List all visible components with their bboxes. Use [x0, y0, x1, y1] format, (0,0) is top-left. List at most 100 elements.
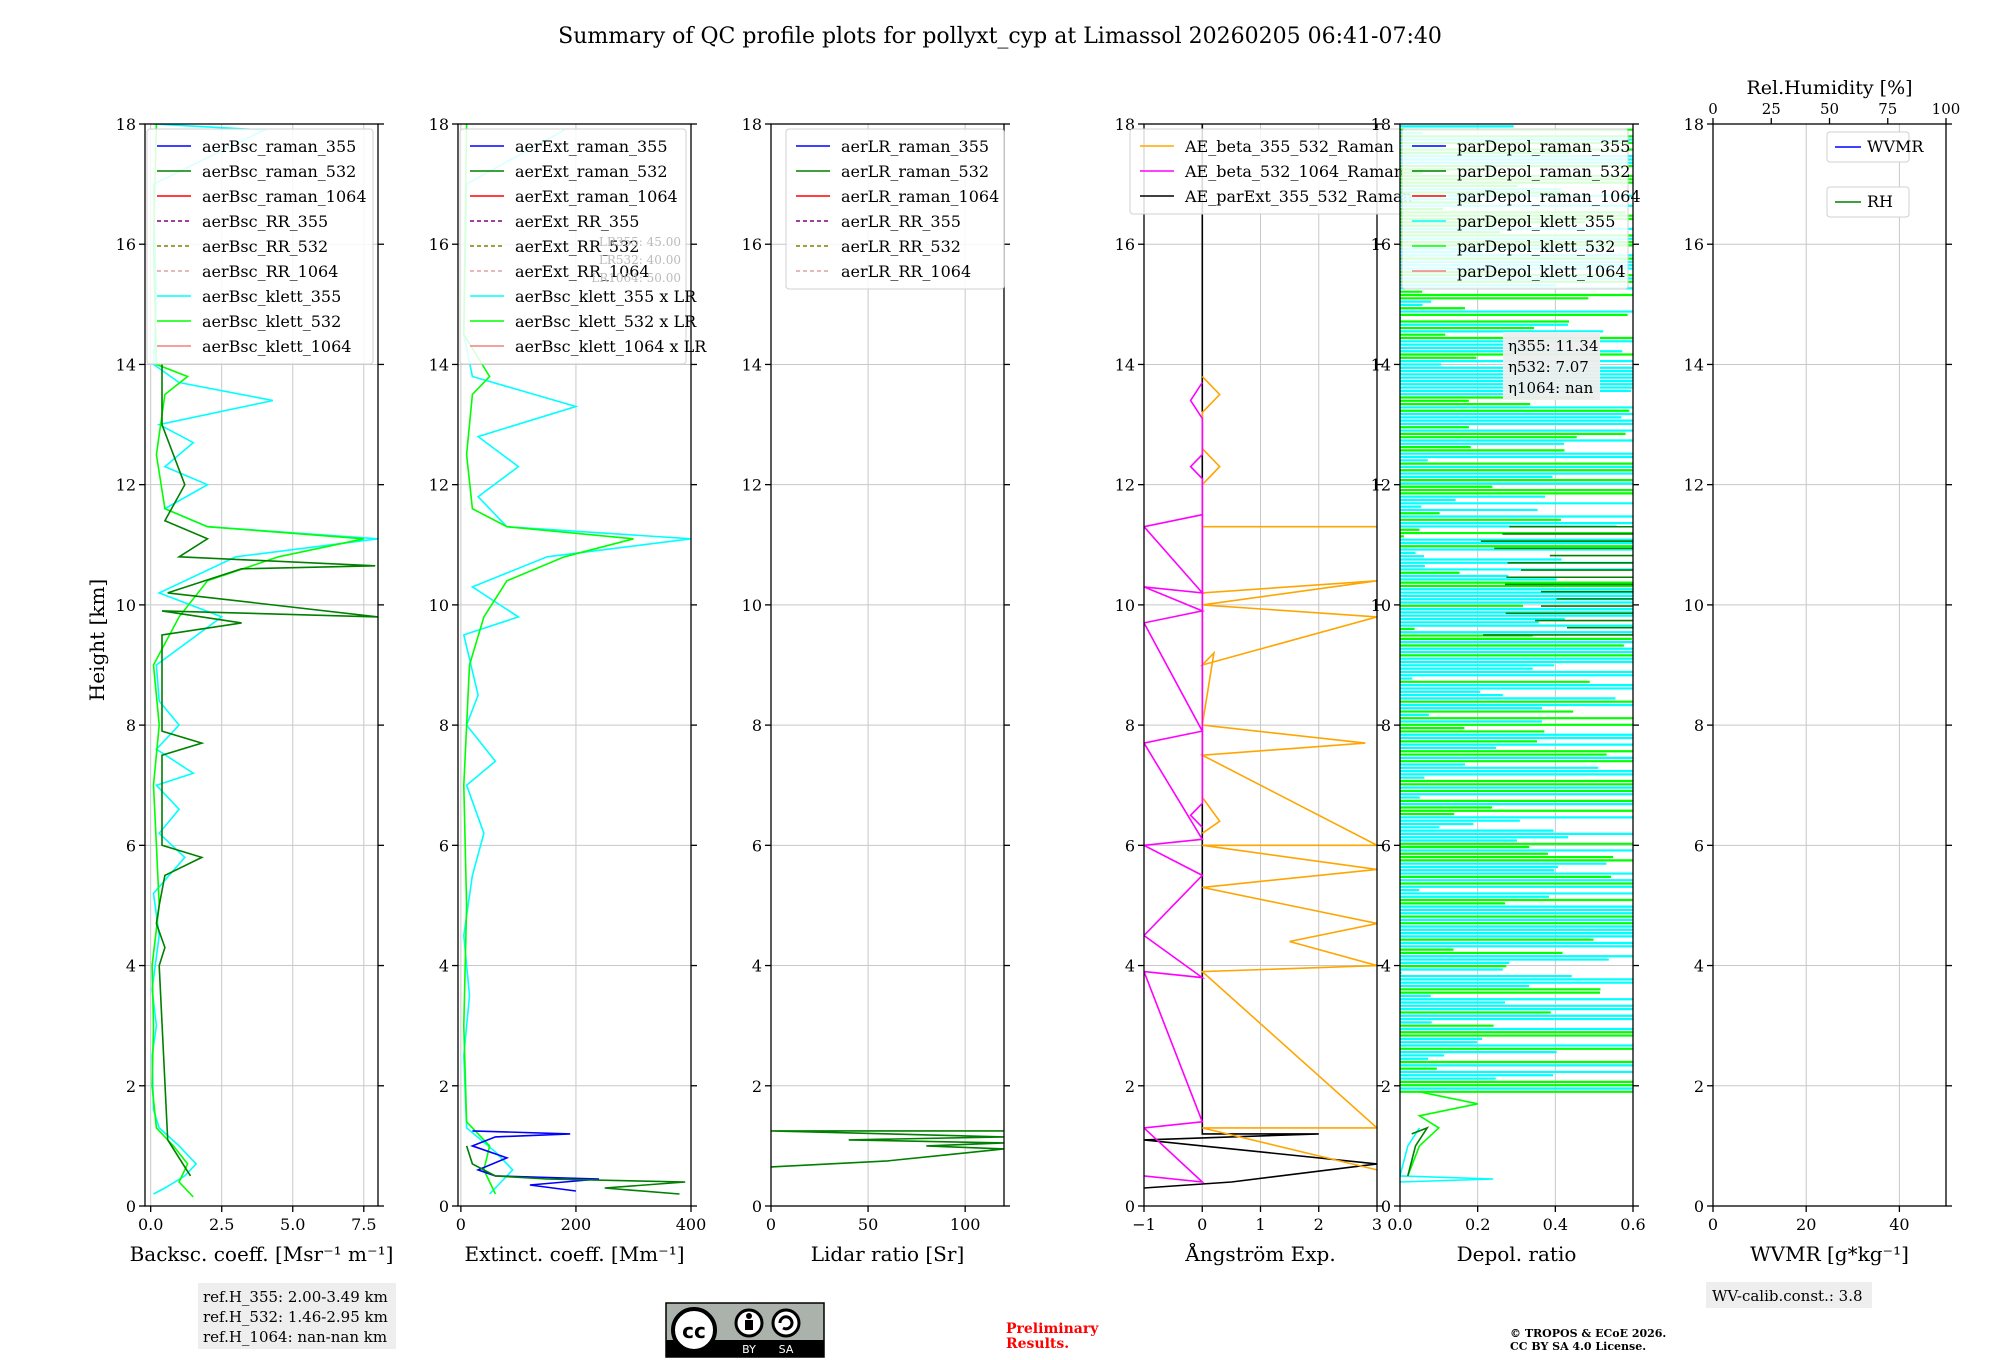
panel-data [1144, 124, 1377, 1189]
lr-note: LR1064: 50.00 [591, 271, 681, 285]
panel-data [462, 124, 691, 1195]
legend-entry: aerExt_RR_355 [515, 212, 639, 231]
y-tick-label: 2 [439, 1077, 449, 1096]
y-tick-label: 12 [1115, 476, 1135, 495]
panel-5: 0 2 4 6 8 10 12 14 16 18 0.0 0.2 0.4 0.6 Depol. ratio p… [1371, 115, 1646, 1266]
legend-entry: parDepol_klett_355 [1457, 212, 1615, 231]
series-aerExt_raman_355 [470, 1130, 600, 1192]
y-tick-label: 8 [752, 716, 762, 735]
preliminary-line2: Results. [1006, 1336, 1069, 1352]
legend-entry: aerLR_raman_532 [841, 162, 989, 181]
legend-entry: aerBsc_klett_1064 [202, 337, 351, 356]
panel-1: 0 2 4 6 8 10 12 14 16 18 0.0 2.5 5.0 7.5 Backsc. coeff… [116, 115, 394, 1266]
y-tick-label: 6 [1694, 836, 1704, 855]
x-axis-label: Depol. ratio [1457, 1242, 1577, 1266]
y-tick-label: 4 [439, 957, 449, 976]
legend-box [785, 128, 1005, 290]
y-tick-label: 18 [116, 115, 136, 134]
x-tick-label: 0 [1197, 1215, 1207, 1234]
x-tick-label: 40 [1889, 1215, 1909, 1234]
x-tick-label: 1 [1255, 1215, 1265, 1234]
y-tick-label: 16 [1371, 235, 1391, 254]
y-tick-label: 10 [116, 596, 136, 615]
ref-height-1064: ref.H_1064: nan-nan km [203, 1328, 387, 1346]
series-AE_parExt_355_532_Raman [1144, 124, 1377, 1189]
x-tick-label: 0.2 [1465, 1215, 1490, 1234]
legend-entry: aerBsc_klett_355 [202, 287, 341, 306]
panel-frame [1399, 123, 1634, 1207]
x-axis-label: Ångström Exp. [1184, 1241, 1335, 1266]
y-tick-label: 8 [439, 716, 449, 735]
wv-calib-box: WV-calib.const.: 3.8 [1706, 1282, 1872, 1308]
legend-entry: aerBsc_klett_532 x LR [515, 312, 697, 331]
x-tick-label: 7.5 [351, 1215, 376, 1234]
y-tick-label: 10 [429, 596, 449, 615]
legend-entry: aerBsc_raman_532 [202, 162, 356, 181]
legend-entry: RH [1867, 192, 1893, 211]
x-tick-label: 0.0 [138, 1215, 163, 1234]
copyright-note: © TROPOS & ECoE 2026. CC BY SA 4.0 Licen… [1510, 1327, 1666, 1353]
ref-height-355: ref.H_355: 2.00-3.49 km [203, 1288, 388, 1306]
series-aerBsc_klett_532 [151, 124, 364, 1198]
y-tick-label: 12 [742, 476, 762, 495]
x-tick-label: 0 [456, 1215, 466, 1234]
panel-2: 0 2 4 6 8 10 12 14 16 18 0 200 400 Extinct. coeff. [M… [429, 115, 708, 1266]
x-axis-label: WVMR [g*kg⁻¹] [1750, 1242, 1909, 1266]
y-tick-label: 12 [1371, 476, 1391, 495]
y-tick-label: 0 [439, 1197, 449, 1216]
y-tick-label: 14 [742, 355, 762, 374]
y-tick-label: 0 [1694, 1197, 1704, 1216]
y-tick-label: 8 [1694, 716, 1704, 735]
y-tick-label: 6 [126, 836, 136, 855]
legend-entry: parDepol_raman_532 [1457, 162, 1630, 181]
ref-height-box: ref.H_355: 2.00-3.49 km ref.H_532: 1.46-… [198, 1283, 396, 1349]
series-parDepol_raman_532 [1407, 1126, 1430, 1177]
legend-entry: aerLR_RR_532 [841, 237, 961, 256]
series-aerBsc_klett_355 x LR [462, 129, 691, 1195]
y-tick-label: 12 [1684, 476, 1704, 495]
series-aerBsc_klett_532 x LR [462, 124, 634, 1195]
legend-entry: parDepol_klett_1064 [1457, 262, 1626, 281]
y-tick-label: 14 [1371, 355, 1391, 374]
series-AE_beta_355_532_Raman [1199, 525, 1377, 1171]
y-tick-label: 4 [752, 957, 762, 976]
y-tick-label: 2 [1381, 1077, 1391, 1096]
legend-entry: parDepol_raman_1064 [1457, 187, 1641, 206]
legend-entry: parDepol_klett_532 [1457, 237, 1615, 256]
top-tick-label: 50 [1820, 100, 1839, 118]
y-tick-label: 0 [1381, 1197, 1391, 1216]
legend-entry: aerExt_raman_532 [515, 162, 668, 181]
legend-entry: WVMR [1867, 137, 1924, 156]
legend-entry: aerBsc_raman_1064 [202, 187, 367, 206]
lr-note: LR355: 45.00 [599, 235, 681, 249]
eta-entry: η1064: nan [1508, 379, 1594, 397]
y-tick-label: 14 [1684, 355, 1704, 374]
panel-frame [144, 123, 379, 1207]
y-tick-label: 8 [1125, 716, 1135, 735]
y-tick-label: 10 [742, 596, 762, 615]
legend-entry: aerExt_raman_355 [515, 137, 668, 156]
svg-text:cc: cc [682, 1319, 706, 1343]
y-tick-label: 10 [1115, 596, 1135, 615]
legend-entry: aerExt_raman_1064 [515, 187, 678, 206]
x-tick-label: 0 [1708, 1215, 1718, 1234]
legend-entry: aerBsc_RR_532 [202, 237, 328, 256]
y-tick-label: 14 [1115, 355, 1135, 374]
cc-by-label: BY [742, 1343, 756, 1356]
y-tick-label: 16 [742, 235, 762, 254]
x-tick-label: 100 [950, 1215, 981, 1234]
legend-box [1826, 186, 1910, 218]
top-tick-label: 25 [1762, 100, 1781, 118]
cc-license-badge: cc BY SA [665, 1302, 825, 1358]
y-tick-label: 0 [1125, 1197, 1135, 1216]
x-tick-label: 3 [1372, 1215, 1382, 1234]
top-axis-label: Rel.Humidity [%] [1746, 77, 1912, 99]
legend-entry: aerLR_raman_1064 [841, 187, 999, 206]
y-tick-label: 6 [439, 836, 449, 855]
cc-logo-icon [671, 1307, 717, 1353]
x-tick-label: 0 [766, 1215, 776, 1234]
y-tick-label: 12 [429, 476, 449, 495]
y-tick-label: 18 [742, 115, 762, 134]
x-axis-label: Backsc. coeff. [Msr⁻¹ m⁻¹] [130, 1242, 394, 1266]
